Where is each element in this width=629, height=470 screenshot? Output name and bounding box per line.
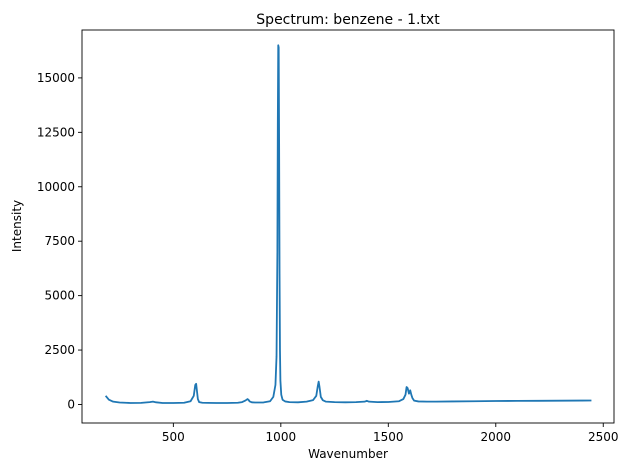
y-tick-label: 2500 — [44, 343, 75, 357]
x-tick-label: 500 — [162, 430, 185, 444]
x-tick-label: 2000 — [481, 430, 512, 444]
x-tick-label: 1000 — [266, 430, 297, 444]
y-tick-label: 10000 — [37, 180, 75, 194]
spectrum-line — [104, 44, 592, 404]
y-axis-ticks: 0 2500 5000 7500 10000 12500 15000 — [37, 71, 82, 411]
x-axis-ticks: 500 1000 1500 2000 2500 — [162, 423, 619, 444]
x-axis-label: Wavenumber — [308, 447, 388, 461]
x-tick-label: 2500 — [588, 430, 619, 444]
x-tick-label: 1500 — [373, 430, 404, 444]
plot-frame — [81, 29, 615, 424]
y-tick-label: 15000 — [37, 71, 75, 85]
y-tick-label: 5000 — [44, 289, 75, 303]
y-tick-label: 12500 — [37, 125, 75, 139]
y-tick-label: 7500 — [44, 234, 75, 248]
y-axis-label: Intensity — [10, 200, 24, 252]
y-tick-label: 0 — [67, 397, 75, 411]
chart-title: Spectrum: benzene - 1.txt — [256, 12, 440, 28]
